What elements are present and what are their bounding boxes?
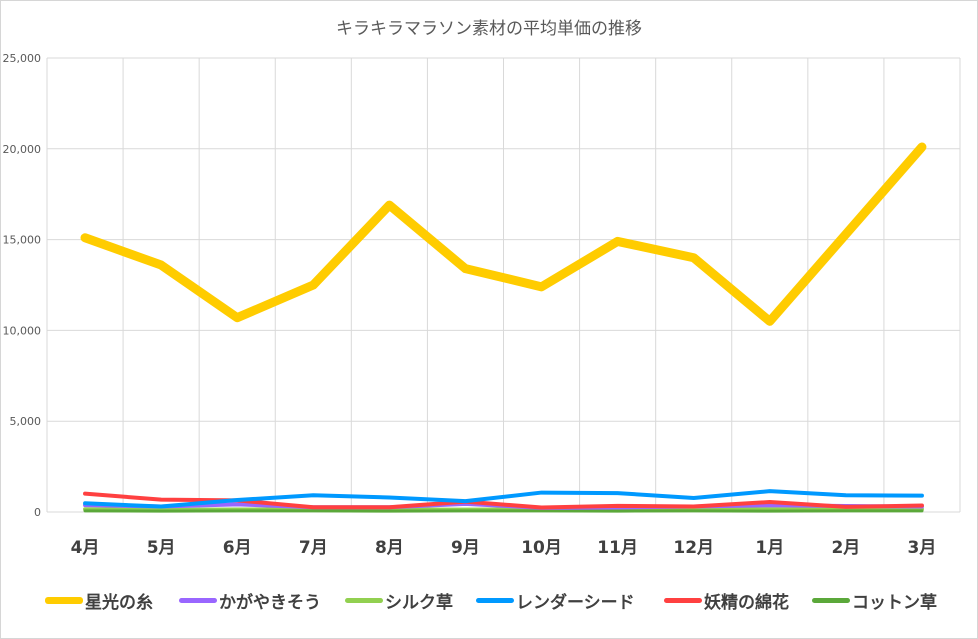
y-tick-label: 15,000	[3, 234, 42, 247]
x-tick-label: 2月	[831, 538, 860, 558]
legend-label: 星光の糸	[85, 592, 153, 613]
legend-label: レンダーシード	[516, 592, 635, 613]
y-tick-label: 5,000	[10, 415, 42, 428]
x-tick-label: 3月	[908, 538, 937, 558]
legend-item: シルク草	[345, 588, 453, 613]
y-tick-label: 0	[34, 506, 41, 519]
y-tick-label: 20,000	[3, 143, 42, 156]
legend-label: かがやきそう	[219, 592, 321, 613]
y-tick-label: 10,000	[3, 324, 42, 337]
legend-swatch	[476, 597, 514, 603]
x-tick-label: 12月	[673, 538, 714, 558]
x-tick-label: 5月	[147, 538, 176, 558]
x-tick-label: 10月	[521, 538, 562, 558]
chart-title: キラキラマラソン素材の平均単価の推移	[336, 19, 642, 39]
series-line-4	[83, 489, 924, 509]
legend-swatch	[179, 597, 217, 603]
x-tick-label: 11月	[597, 538, 638, 558]
series-line-1	[80, 142, 927, 326]
legend-item: 星光の糸	[45, 588, 153, 613]
chart-legend: 星光の糸 かがやきそう シルク草 レンダーシード 妖精の綿花 コットン草	[0, 588, 978, 613]
legend-swatch	[812, 597, 850, 603]
y-tick-label: 25,000	[3, 52, 42, 65]
line-chart: 0 5,000 10,000 15,000 20,000 25,000 4月 5月 6月 7月 8…	[3, 52, 961, 558]
legend-item: かがやきそう	[179, 588, 321, 613]
x-tick-label: 6月	[223, 538, 252, 558]
x-tick-label: 7月	[299, 538, 328, 558]
legend-swatch	[45, 596, 83, 604]
x-tick-label: 9月	[451, 538, 480, 558]
x-tick-label: 8月	[375, 538, 404, 558]
legend-swatch	[664, 597, 702, 603]
x-tick-label: 1月	[755, 538, 784, 558]
x-tick-label: 4月	[71, 538, 100, 558]
legend-item: レンダーシード	[476, 588, 635, 613]
legend-item: 妖精の綿花	[664, 588, 789, 613]
legend-item: コットン草	[812, 588, 937, 613]
legend-label: シルク草	[385, 592, 453, 613]
legend-swatch	[345, 597, 383, 603]
legend-label: 妖精の綿花	[704, 592, 789, 613]
legend-label: コットン草	[852, 592, 937, 613]
